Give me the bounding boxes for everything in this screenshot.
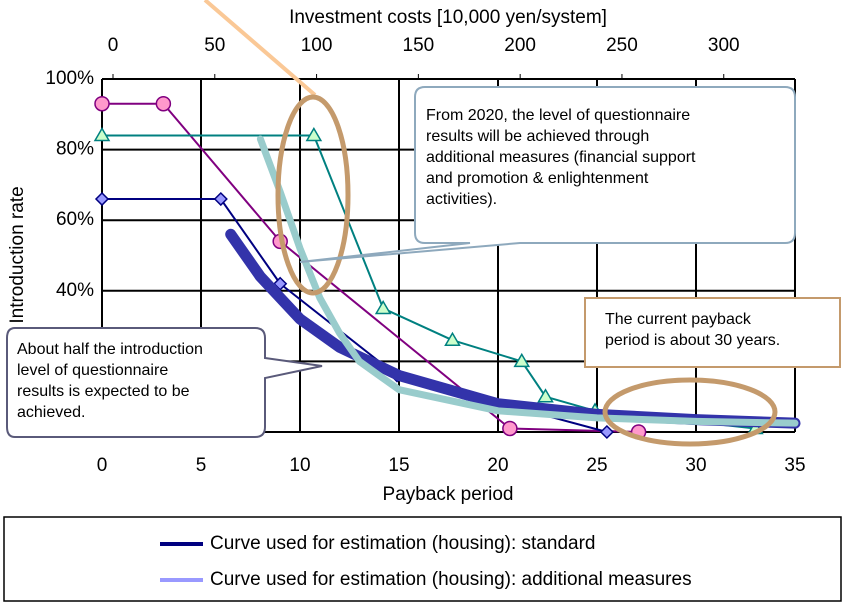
marker (93, 126, 111, 142)
x2-tick-label: 250 (606, 35, 638, 56)
y-tick-label: 40% (56, 280, 94, 301)
x2-tick-label: 150 (403, 35, 435, 56)
annotation-text: level of questionnaire (17, 362, 168, 379)
marker (155, 95, 172, 112)
series-line (256, 135, 799, 427)
marker (513, 352, 531, 368)
legend-box (3, 516, 842, 602)
annotation-text: results is expected to be (17, 383, 190, 400)
legend-label: Curve used for estimation (housing): add… (210, 569, 692, 590)
marker (502, 420, 518, 437)
annotation-text: and promotion & enlightenment (426, 170, 649, 187)
callout-box (299, 86, 796, 263)
x2-axis-label: Investment costs [10,000 yen/system] (289, 7, 607, 28)
highlight-ellipse (602, 377, 778, 447)
annotation-text: activities). (426, 191, 497, 208)
x-tick-label: 15 (388, 455, 409, 476)
marker (374, 299, 392, 315)
annotation-text: additional measures (financial support (426, 149, 696, 166)
callout-box (584, 297, 841, 368)
annotation-text: period is about 30 years. (605, 332, 780, 349)
y-tick-label: 100% (45, 68, 94, 89)
x-tick-label: 20 (487, 455, 508, 476)
x2-tick-label: 0 (108, 35, 119, 56)
legend-label: Curve used for estimation (housing): sta… (210, 533, 595, 554)
x-tick-label: 30 (685, 455, 706, 476)
x-tick-label: 25 (586, 455, 607, 476)
marker (94, 191, 110, 207)
y-tick-label: 60% (56, 209, 94, 230)
x2-tick-label: 300 (708, 35, 740, 56)
x-tick-label: 35 (784, 455, 805, 476)
highlight-ellipse (275, 94, 351, 296)
x-tick-label: 0 (97, 455, 108, 476)
y-tick-label: 80% (56, 139, 94, 160)
marker (213, 191, 228, 207)
annotation-text: achieved. (17, 404, 86, 421)
y-axis-label: Introduction rate (7, 186, 28, 323)
marker (599, 424, 614, 440)
annotation-text: From 2020, the level of questionnaire (426, 107, 690, 124)
annotation-text: results will be achieved through (426, 128, 649, 145)
x-tick-label: 10 (289, 455, 310, 476)
x2-tick-label: 200 (504, 35, 536, 56)
x-axis-label: Payback period (383, 484, 514, 505)
callout-box (6, 327, 323, 438)
x2-tick-label: 100 (301, 35, 333, 56)
marker (305, 126, 323, 142)
annotation-text: About half the introduction (17, 341, 203, 358)
annotation-text: The current payback (605, 311, 752, 328)
marker (94, 95, 110, 112)
marker (444, 331, 461, 346)
marker (537, 388, 554, 403)
x2-tick-label: 50 (204, 35, 225, 56)
x-tick-label: 5 (196, 455, 207, 476)
pointer-line (203, 0, 317, 97)
